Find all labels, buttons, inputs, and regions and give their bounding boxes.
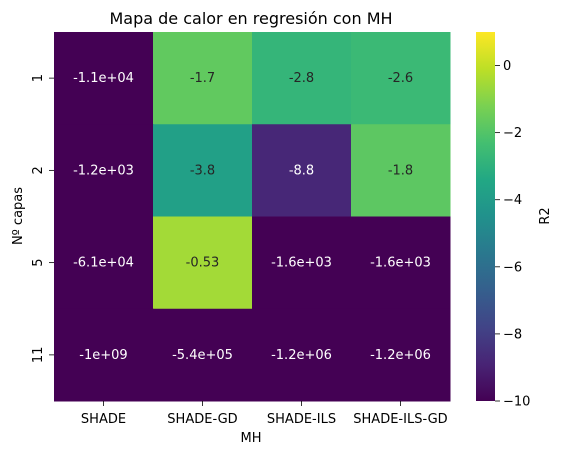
y-tick-label: 11 bbox=[31, 347, 46, 364]
colorbar-tick-label: −2 bbox=[503, 126, 522, 141]
x-tick-label: SHADE bbox=[81, 412, 126, 427]
cell-value-label: -1.6e+03 bbox=[370, 256, 431, 271]
y-axis-ticks: 1 2 5 11 bbox=[31, 74, 54, 363]
cell-value-label: -3.8 bbox=[190, 163, 215, 178]
colorbar-label: R2 bbox=[538, 207, 553, 224]
cell-value-label: -1e+09 bbox=[79, 348, 127, 363]
colorbar-tick-label: −4 bbox=[503, 193, 522, 208]
cell-value-label: -1.1e+04 bbox=[73, 71, 134, 86]
cell-value-label: -1.8 bbox=[388, 163, 413, 178]
y-axis-label: Nº capas bbox=[11, 187, 26, 245]
cell-value-label: -0.53 bbox=[186, 256, 220, 271]
cell-value-label: -6.1e+04 bbox=[73, 256, 134, 271]
y-tick-label: 2 bbox=[31, 166, 46, 174]
x-axis-ticks: SHADE SHADE-GD SHADE-ILS SHADE-ILS-GD bbox=[81, 401, 448, 427]
cell-value-label: -1.7 bbox=[190, 71, 215, 86]
cell-value-label: -1.2e+06 bbox=[271, 348, 332, 363]
x-tick-label: SHADE-ILS bbox=[267, 412, 336, 427]
y-tick-label: 5 bbox=[31, 258, 46, 266]
colorbar bbox=[476, 32, 495, 401]
x-axis-label: MH bbox=[241, 431, 262, 446]
colorbar-tick-label: −10 bbox=[503, 395, 530, 410]
cell-value-label: -1.2e+03 bbox=[73, 163, 134, 178]
x-tick-label: SHADE-ILS-GD bbox=[353, 412, 447, 427]
chart-title: Mapa de calor en regresión con MH bbox=[109, 9, 392, 28]
cell-value-label: -5.4e+05 bbox=[172, 348, 233, 363]
heatmap-cells bbox=[54, 32, 451, 402]
colorbar-ticks: 0 −2 −4 −6 −8 −10 bbox=[495, 59, 530, 409]
x-tick-label: SHADE-GD bbox=[167, 412, 237, 427]
cell-value-label: -2.6 bbox=[388, 71, 413, 86]
cell-value-label: -1.6e+03 bbox=[271, 256, 332, 271]
colorbar-tick-label: 0 bbox=[503, 59, 511, 74]
cell-value-label: -2.8 bbox=[289, 71, 314, 86]
y-tick-label: 1 bbox=[31, 74, 46, 82]
colorbar-tick-label: −6 bbox=[503, 260, 522, 275]
cell-value-label: -8.8 bbox=[289, 163, 314, 178]
colorbar-tick-label: −8 bbox=[503, 327, 522, 342]
cell-value-label: -1.2e+06 bbox=[370, 348, 431, 363]
